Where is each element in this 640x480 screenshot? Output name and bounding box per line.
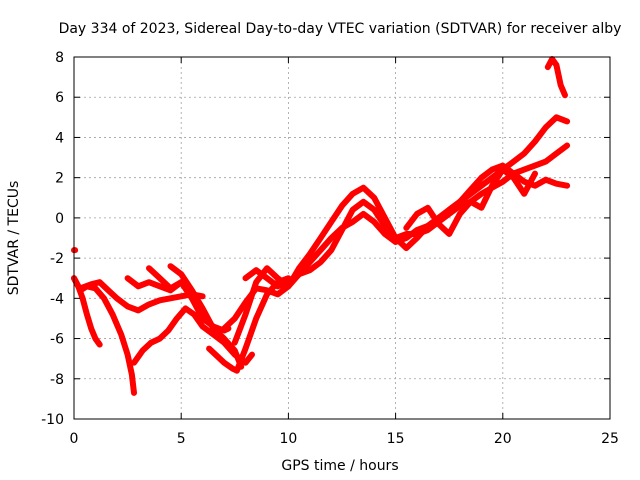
plot-frame xyxy=(73,56,611,420)
y-tick-label: -10 xyxy=(41,412,64,428)
y-tick-label: 2 xyxy=(55,171,64,187)
series-arc-h xyxy=(167,263,245,370)
y-tick-label: -2 xyxy=(50,251,64,267)
y-tick-label: 6 xyxy=(55,90,64,106)
chart-title: Day 334 of 2023, Sidereal Day-to-day VTE… xyxy=(59,21,622,37)
grid xyxy=(74,57,610,419)
y-axis-label: SDTVAR / TECUs xyxy=(6,181,22,296)
series-arc-m xyxy=(403,166,538,237)
axis-ticks: 0 5 10 15 20 25 -10 -8 -6 -4 -2 0 2 4 6 8 xyxy=(41,50,619,447)
series-arc-n xyxy=(544,56,568,99)
x-tick-label: 20 xyxy=(494,431,512,447)
series-arc-i xyxy=(206,275,292,374)
x-axis-label: GPS time / hours xyxy=(281,458,398,474)
series-arc-l xyxy=(242,162,571,290)
x-tick-label: 5 xyxy=(177,431,186,447)
y-tick-label: 8 xyxy=(55,50,64,66)
y-tick-label: -8 xyxy=(50,372,64,388)
series-arc-d xyxy=(77,279,206,314)
x-tick-label: 25 xyxy=(601,431,619,447)
series-group xyxy=(71,56,571,396)
y-tick-label: -6 xyxy=(50,332,64,348)
x-tick-label: 15 xyxy=(387,431,405,447)
x-tick-label: 0 xyxy=(70,431,79,447)
series-arc-g xyxy=(146,265,232,334)
series-arc-k xyxy=(231,114,571,346)
y-tick-label: 4 xyxy=(55,130,64,146)
x-tick-label: 10 xyxy=(279,431,297,447)
y-tick-label: -4 xyxy=(50,291,64,307)
y-tick-label: 0 xyxy=(55,211,64,227)
